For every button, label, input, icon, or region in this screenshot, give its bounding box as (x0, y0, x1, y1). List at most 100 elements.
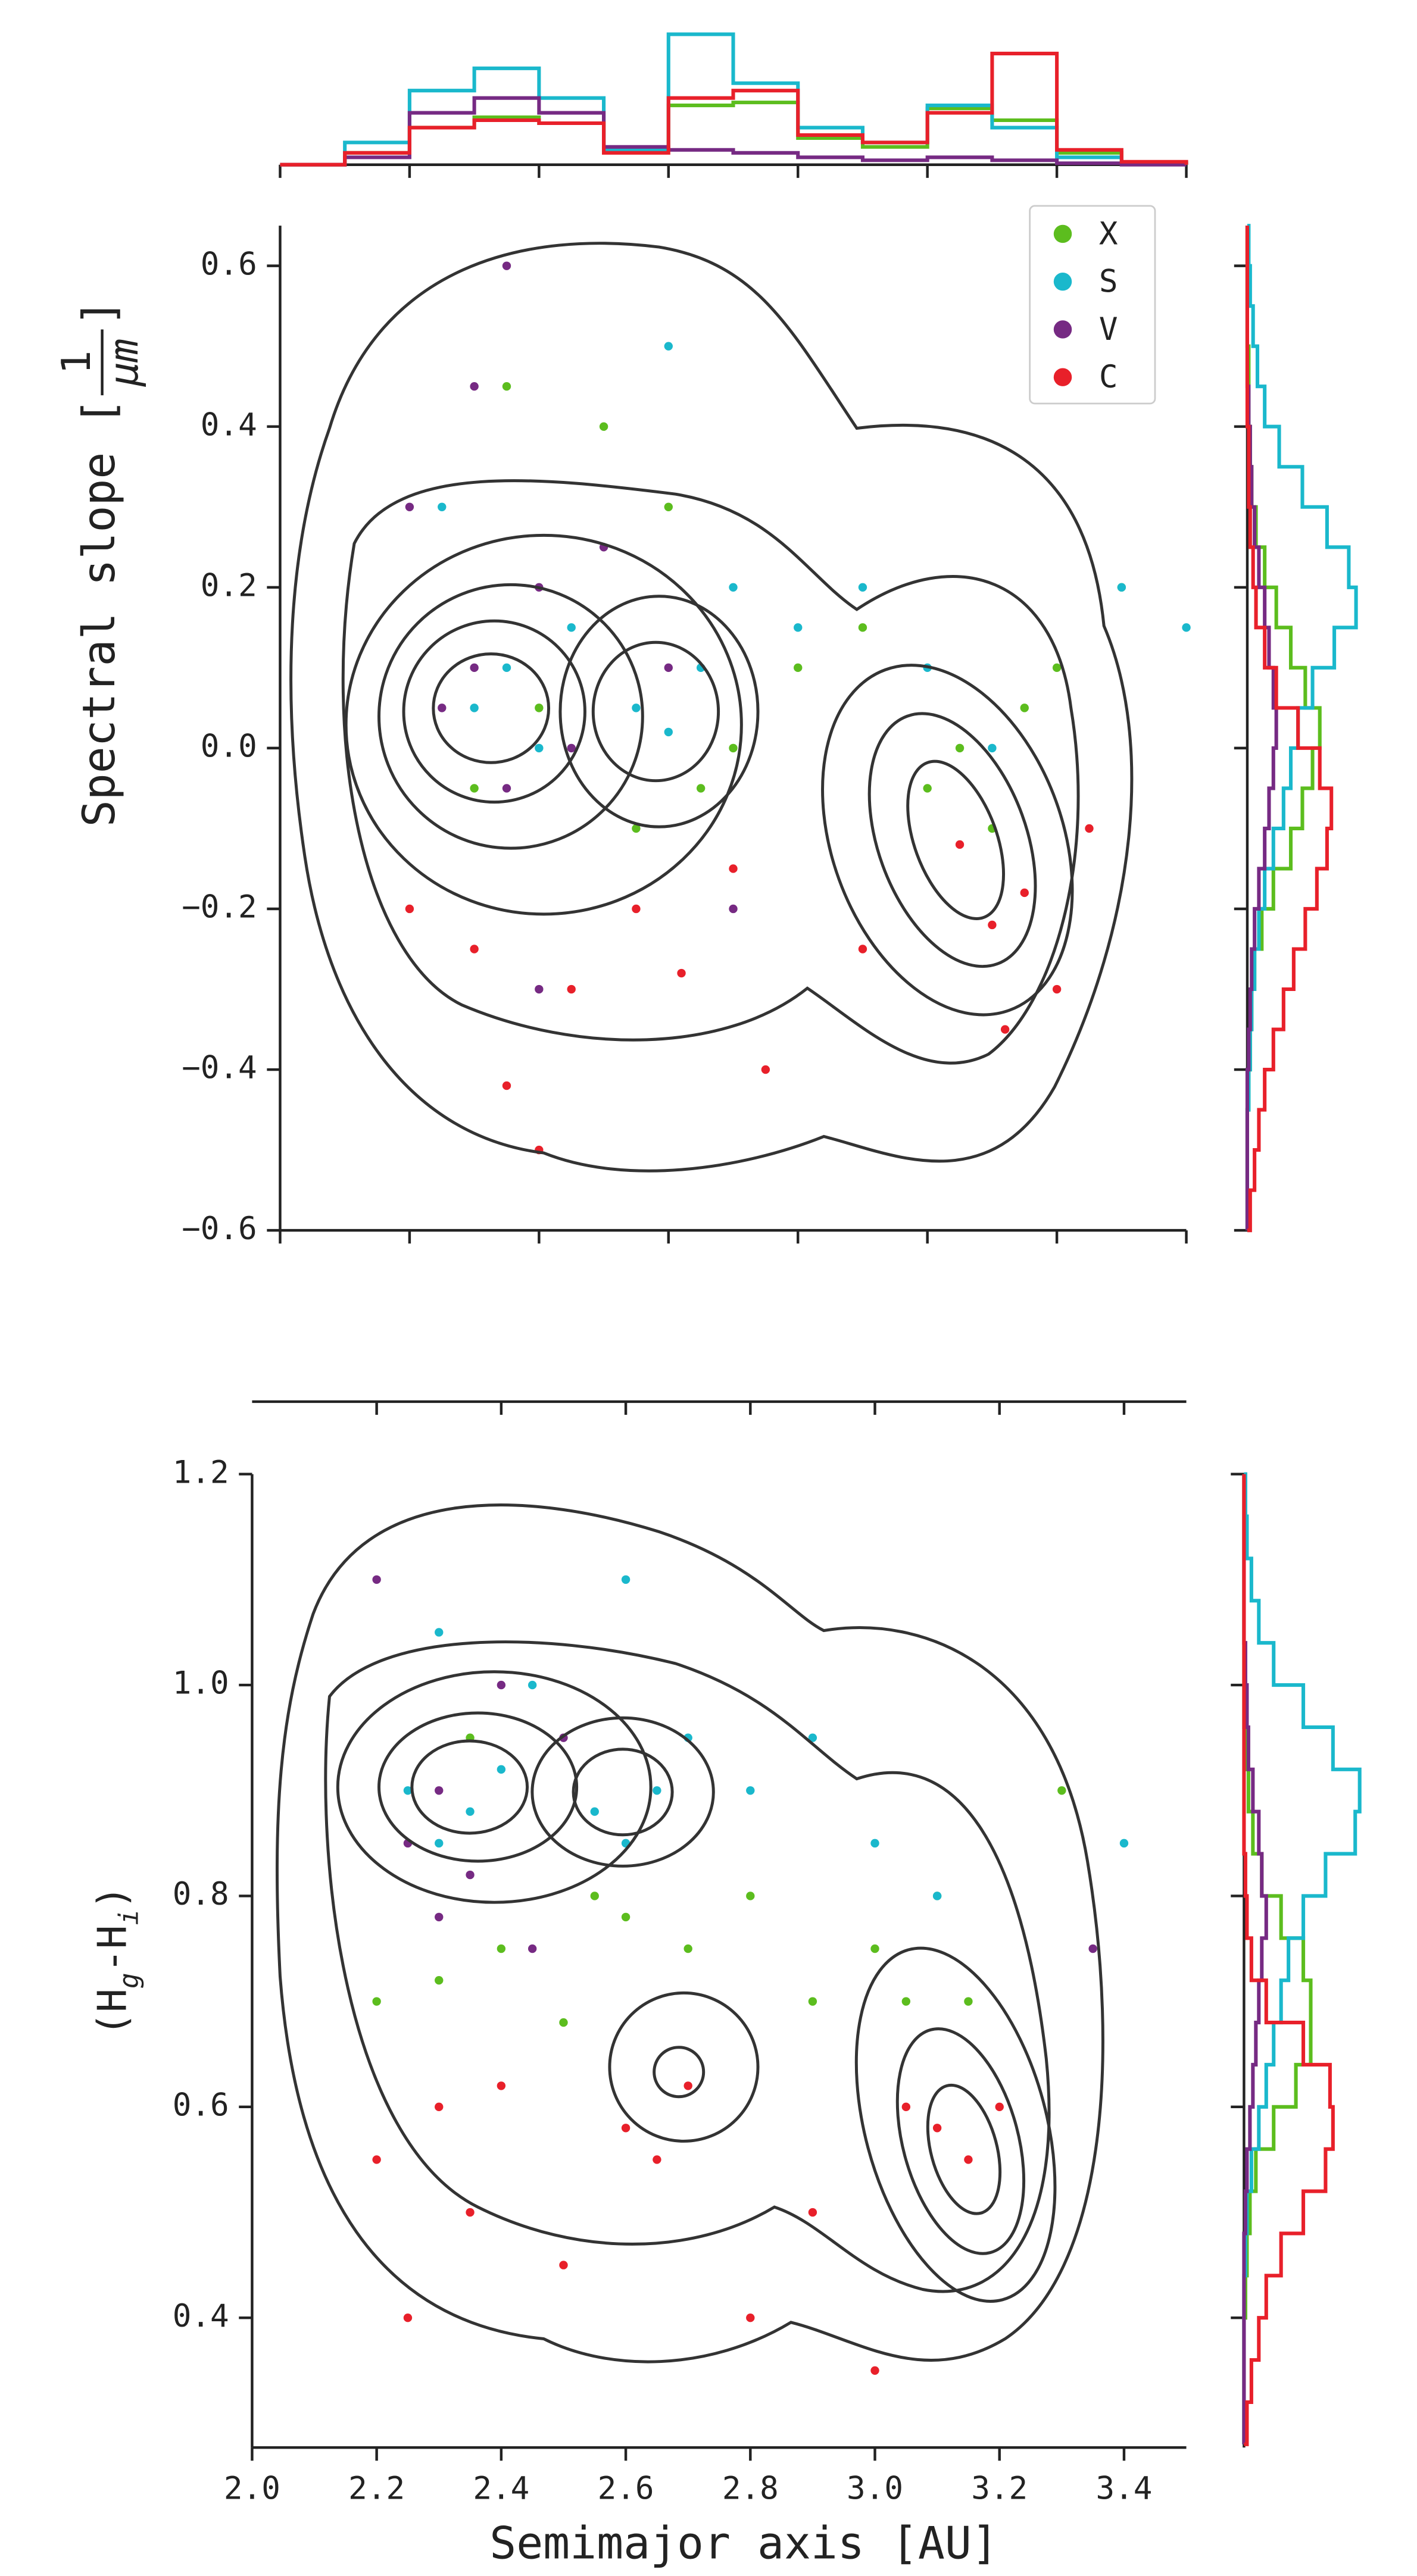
y-tick-label: 0.2 (201, 567, 257, 604)
data-point (599, 422, 608, 431)
data-point (729, 743, 738, 753)
data-point (653, 1786, 661, 1795)
data-point (870, 1839, 879, 1848)
data-point (677, 968, 686, 978)
y-tick-label: −0.4 (182, 1050, 257, 1086)
density-contour (377, 583, 644, 850)
density-contour (854, 1946, 1057, 2303)
density-contour (558, 595, 760, 829)
data-point (470, 663, 479, 673)
data-point (1000, 1025, 1010, 1034)
data-point (621, 1912, 631, 1922)
data-point (995, 2102, 1004, 2112)
legend-label: S (1099, 264, 1118, 300)
y-histogram (1242, 1474, 1335, 2446)
y-histogram (1245, 226, 1334, 1233)
data-point (632, 824, 641, 833)
legend-marker (1053, 320, 1072, 339)
data-point (435, 1628, 444, 1637)
density-contour (341, 479, 1080, 1065)
data-point (497, 1944, 506, 1953)
data-point (470, 704, 479, 712)
legend-label: X (1099, 215, 1118, 252)
data-point (502, 784, 511, 793)
data-point (1085, 824, 1094, 833)
data-point (870, 1944, 879, 1953)
data-point (559, 2261, 568, 2269)
y-tick-label: 0.6 (173, 2087, 229, 2123)
data-point (1117, 583, 1126, 592)
data-point (502, 663, 511, 673)
density-contour (324, 1640, 1051, 2293)
y-label-text: Spectral slope [ (73, 399, 125, 827)
data-point (435, 1912, 444, 1922)
y-tick-label: 0.0 (201, 729, 257, 765)
data-point (858, 583, 867, 592)
y-tick-label: 0.4 (173, 2298, 229, 2334)
data-point (1052, 663, 1062, 673)
data-point (1020, 704, 1029, 712)
data-point (858, 945, 867, 954)
y-axis-label: (Hg-Hi) (89, 1886, 144, 2036)
data-point (403, 2314, 413, 2322)
data-point (923, 784, 932, 793)
density-contour (926, 2083, 1002, 2215)
data-point (683, 1944, 692, 1953)
data-point (1052, 984, 1062, 994)
y-label-text: (Hg-Hi) (89, 1886, 144, 2036)
density-contour (275, 1503, 1104, 2364)
data-point (567, 743, 576, 753)
data-point (729, 583, 738, 592)
data-point (964, 1997, 973, 2006)
data-point (372, 1997, 381, 2006)
data-point (901, 2102, 911, 2112)
data-point (932, 1892, 942, 1900)
density-contour (336, 1670, 653, 1904)
data-point (535, 984, 544, 994)
density-contour (895, 2027, 1026, 2255)
data-point (808, 2208, 817, 2217)
data-point (696, 784, 706, 793)
data-point (988, 743, 997, 753)
density-contour (906, 759, 1006, 920)
data-point (435, 1976, 444, 1985)
data-point (653, 2155, 661, 2164)
data-point (567, 984, 576, 994)
y-label-close: ] (73, 299, 125, 326)
data-point (435, 1786, 444, 1795)
x-tick-label: 2.4 (473, 2471, 529, 2507)
density-contour (377, 1711, 579, 1863)
data-point (438, 502, 447, 511)
data-point (590, 1807, 599, 1816)
y-tick-label: 0.6 (201, 246, 257, 282)
contours-top (289, 242, 1134, 1173)
data-point (964, 2155, 973, 2164)
x-tick-label: 2.0 (224, 2471, 280, 2507)
data-point (1088, 1944, 1097, 1953)
data-point (466, 1807, 475, 1816)
y-axis-label: Spectral slope [1 μm] (53, 299, 147, 827)
density-contour (572, 1747, 674, 1837)
x-tick-label: 2.2 (348, 2471, 405, 2507)
y-tick-label: 1.2 (173, 1454, 229, 1490)
data-point (664, 727, 673, 737)
data-point (497, 1680, 506, 1690)
data-point (729, 864, 738, 873)
data-point (528, 1944, 537, 1953)
data-point (988, 920, 997, 930)
data-point (794, 623, 803, 632)
data-point (729, 904, 738, 914)
data-point (559, 2018, 568, 2027)
data-point (808, 1733, 817, 1742)
y-histogram (1242, 1474, 1313, 2444)
data-point (664, 663, 673, 673)
y-label-part: (H (89, 1989, 136, 2036)
x-histogram (280, 96, 1187, 167)
data-point (502, 261, 511, 270)
data-point (955, 840, 965, 849)
data-point (435, 1839, 444, 1848)
data-point (746, 1892, 755, 1900)
data-point (470, 945, 479, 954)
y-label-part: ) (89, 1886, 136, 1909)
